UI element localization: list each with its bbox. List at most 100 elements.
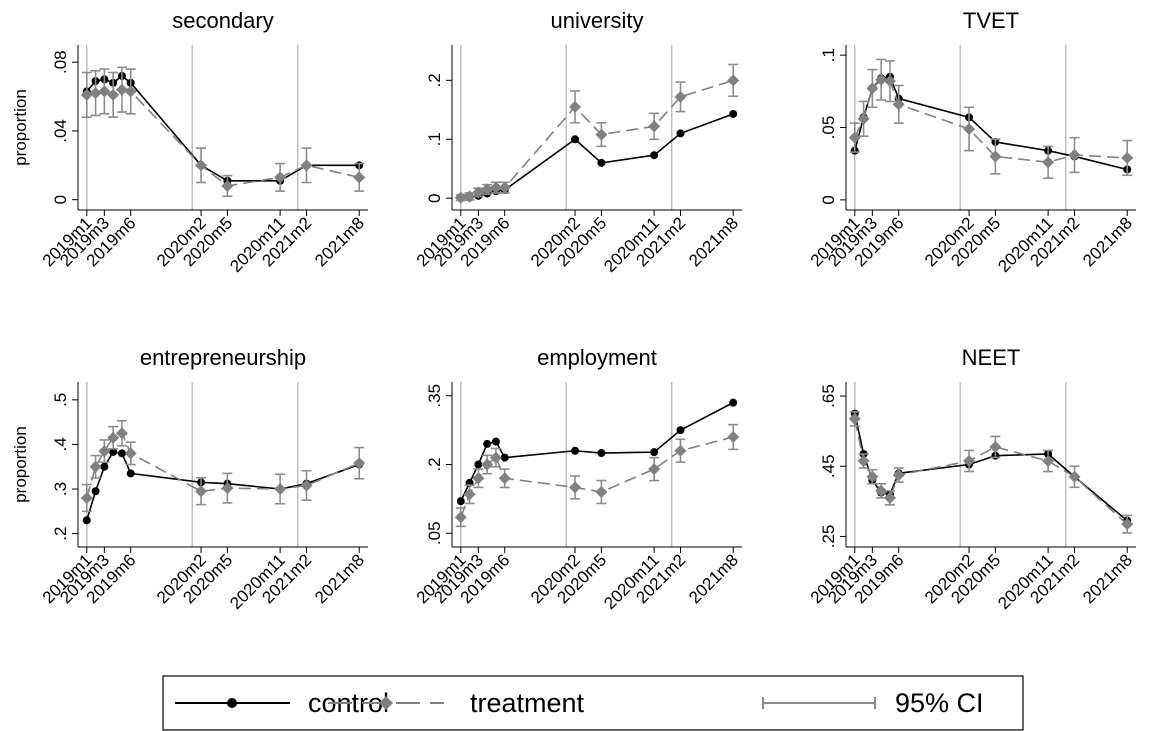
panel-title: employment [537,345,657,370]
diamond-marker [866,470,879,483]
diamond-marker [848,131,861,144]
diamond-marker [498,181,511,194]
diamond-marker [80,491,93,504]
diamond-marker [481,183,494,196]
diamond-marker [892,98,905,111]
y-tick-label: .2 [51,527,70,541]
diamond-marker [498,472,511,485]
diamond-marker [274,483,287,496]
panel-title: TVET [963,8,1019,33]
y-tick-label: .2 [425,73,444,87]
panel-title: university [551,8,644,33]
circle-marker [729,109,738,118]
diamond-marker [98,85,111,98]
diamond-marker [648,120,661,133]
circle-marker [491,437,500,446]
panel: entrepreneurshipproportion.2.3.4.52019m1… [11,345,368,613]
y-axis-title: proportion [11,89,30,166]
y-tick-label: .1 [425,132,444,146]
y-tick-label: .05 [425,521,444,545]
y-axis-title: proportion [11,426,30,503]
diamond-marker [1121,518,1134,531]
x-tick-label: 2021m8 [685,550,742,607]
diamond-marker [300,159,313,172]
circle-marker [117,449,126,458]
diamond-marker [98,445,111,458]
diamond-marker [124,85,137,98]
y-tick-label: 0 [819,195,838,204]
circle-marker [729,398,738,407]
diamond-marker [124,447,137,460]
y-tick-label: .05 [819,116,838,140]
diamond-marker [595,486,608,498]
diamond-marker [107,431,120,444]
diamond-marker [89,87,102,100]
series-line [460,79,734,199]
legend-label: treatment [470,688,585,718]
diamond-marker [857,454,870,467]
diamond-marker [463,488,476,501]
diamond-marker [857,112,870,125]
legend: control treatment 95% CI [162,675,1024,731]
circle-marker [571,446,580,455]
circle-marker [82,516,91,525]
diamond-marker [866,82,879,95]
diamond-marker [195,485,208,498]
y-tick-label: .25 [819,525,838,549]
y-tick-label: .4 [51,437,70,451]
y-tick-label: .3 [51,482,70,496]
circle-marker [456,497,465,506]
diamond-marker [569,100,582,113]
diamond-marker [875,73,888,86]
diamond-marker [727,74,740,87]
y-tick-label: .45 [819,454,838,478]
diamond-marker [648,463,661,476]
circle-marker [126,469,135,478]
diamond-marker [472,472,485,485]
diamond-marker [353,457,366,470]
circle-marker [474,460,483,469]
diamond-marker [883,491,896,504]
diamond-marker [595,128,608,141]
panel-title: NEET [962,345,1021,370]
diamond-marker [300,479,313,492]
diamond-marker [107,88,120,101]
diamond-marker [1042,156,1055,169]
diamond-marker [848,412,861,425]
diamond-marker [274,171,287,184]
circle-marker [676,129,685,138]
diamond-marker [875,484,888,497]
x-tick-label: 2021m8 [685,213,742,270]
diamond-marker [195,159,208,172]
series-line [86,451,360,521]
circle-marker [483,439,492,448]
circle-marker [597,449,606,458]
panel: secondaryproportion0.04.082019m12019m320… [11,8,368,276]
diamond-marker [1042,454,1055,467]
circle-marker [650,448,659,457]
circle-marker [500,453,509,462]
diamond-marker [883,75,896,88]
diamond-marker [489,181,502,194]
y-tick-label: .35 [425,384,444,408]
diamond-marker [727,431,740,443]
diamond-marker [1068,149,1081,161]
diamond-marker [353,171,366,184]
legend-label: 95% CI [895,688,984,718]
circle-marker [650,151,659,160]
series-line [854,413,1128,522]
diamond-marker [989,440,1002,453]
circle-marker [597,158,606,167]
diamond-marker [80,88,93,101]
diamond-marker [892,469,905,482]
circle-marker [109,448,118,457]
x-tick-label: 2021m8 [311,550,368,607]
diamond-marker [963,122,976,135]
diamond-marker [115,83,128,96]
x-tick-label: 2021m8 [1079,213,1136,270]
diamond-marker [674,444,687,457]
